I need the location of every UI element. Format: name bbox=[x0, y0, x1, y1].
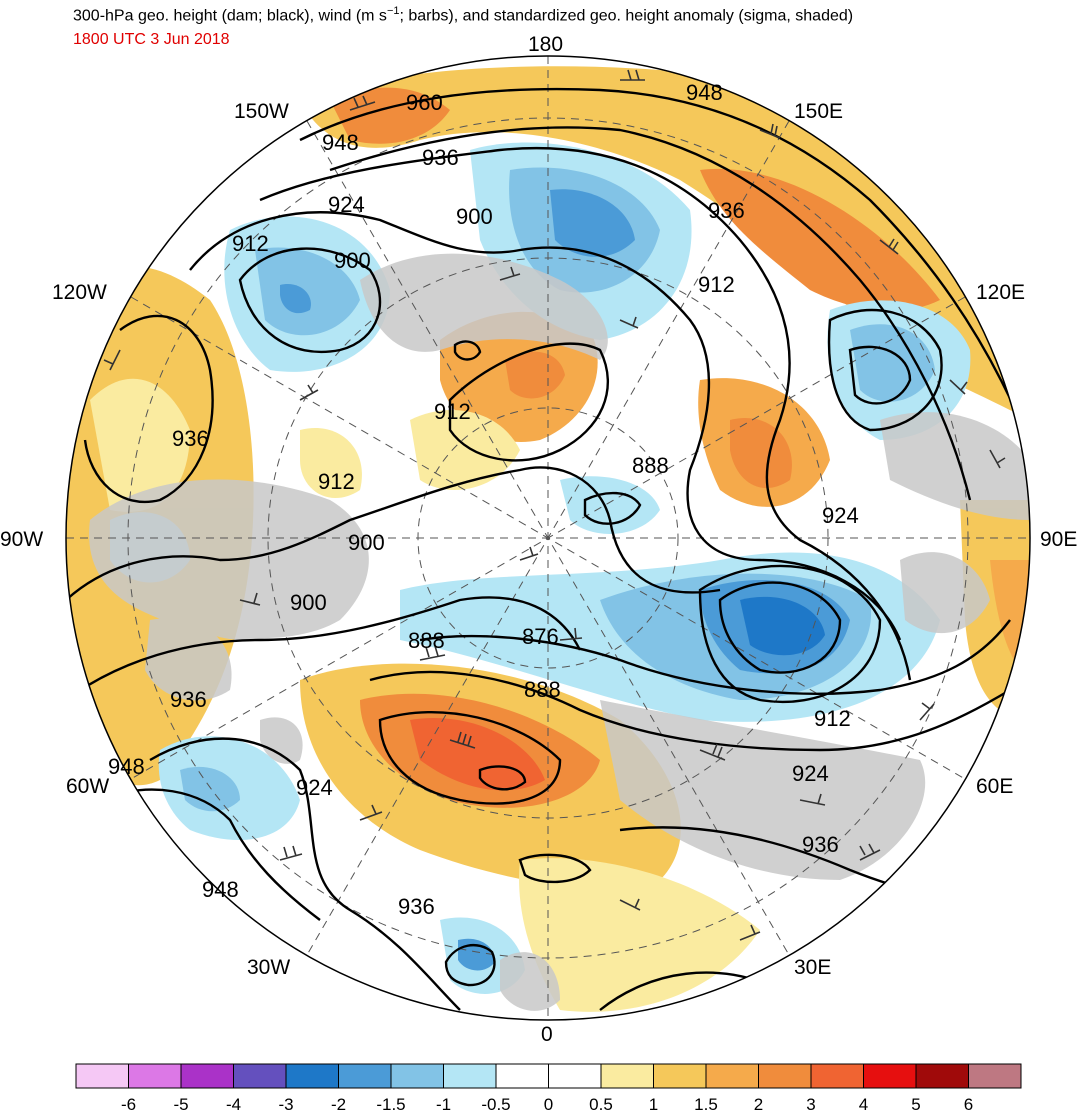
contour-label: 900 bbox=[348, 530, 385, 555]
lon-label-30w: 30W bbox=[247, 956, 290, 979]
colorbar-tick-label: -3 bbox=[278, 1095, 293, 1112]
contour-label: 936 bbox=[708, 198, 745, 223]
contour-label: 888 bbox=[632, 453, 669, 478]
colorbar-tick-label: 1 bbox=[649, 1095, 658, 1112]
colorbar-swatch bbox=[548, 1063, 602, 1089]
contour-label: 900 bbox=[290, 590, 327, 615]
colorbar-swatch bbox=[128, 1063, 182, 1089]
colorbar-swatch bbox=[600, 1063, 654, 1089]
colorbar-swatch bbox=[653, 1063, 707, 1089]
contour-label: 900 bbox=[456, 204, 493, 229]
lon-label-120w: 120W bbox=[52, 281, 107, 304]
contour-label: 936 bbox=[398, 894, 435, 919]
contour-label: 912 bbox=[698, 272, 735, 297]
contour-label: 936 bbox=[170, 687, 207, 712]
colorbar-swatch bbox=[390, 1063, 444, 1089]
colorbar-swatch bbox=[75, 1063, 129, 1089]
contour-label: 912 bbox=[232, 231, 269, 256]
colorbar-swatch bbox=[968, 1063, 1022, 1089]
colorbar-tick-label: -2 bbox=[331, 1095, 346, 1112]
contour-label: 948 bbox=[108, 754, 145, 779]
colorbar-tick-label: -4 bbox=[226, 1095, 241, 1112]
contour-label: 948 bbox=[322, 130, 359, 155]
colorbar-swatch bbox=[495, 1063, 549, 1089]
lon-label-90e: 90E bbox=[1040, 528, 1077, 551]
contour-label: 936 bbox=[172, 426, 209, 451]
contour-label: 936 bbox=[802, 832, 839, 857]
contour-label: 948 bbox=[202, 877, 239, 902]
contour-label: 912 bbox=[318, 469, 355, 494]
lon-label-60e: 60E bbox=[976, 775, 1013, 798]
colorbar-swatch bbox=[338, 1063, 392, 1089]
colorbar-tick-label: 2 bbox=[754, 1095, 763, 1112]
contour-label: 936 bbox=[422, 145, 459, 170]
title-exponent: −1 bbox=[386, 5, 400, 17]
contour-label: 876 bbox=[522, 624, 559, 649]
height-contours bbox=[66, 87, 1022, 1011]
lon-label-150e: 150E bbox=[794, 100, 843, 123]
contour-label: 924 bbox=[822, 503, 859, 528]
colorbar-tick-label: 0.5 bbox=[589, 1095, 613, 1112]
title-suffix: ; barbs), and standardized geo. height a… bbox=[399, 7, 854, 25]
colorbar-tick-label: 0 bbox=[544, 1095, 553, 1112]
graticule bbox=[66, 56, 1030, 1020]
colorbar-tick-label: -1.5 bbox=[376, 1095, 405, 1112]
colorbar: -6 -5 -4 -3 -2 -1.5 -1 -0.5 0 0.5 1 1.5 2 3 4 5 6 bbox=[75, 1063, 1022, 1112]
lon-label-180: 180 bbox=[528, 33, 563, 56]
contour-label: 912 bbox=[434, 399, 471, 424]
colorbar-tick-label: -6 bbox=[121, 1095, 136, 1112]
colorbar-tick-label: 5 bbox=[911, 1095, 920, 1112]
map-boundary bbox=[65, 55, 1031, 1021]
contour-label: 924 bbox=[328, 192, 365, 217]
lon-label-90w: 90W bbox=[0, 528, 43, 551]
lon-label-150w: 150W bbox=[234, 100, 289, 123]
lon-label-30e: 30E bbox=[794, 956, 831, 979]
colorbar-swatch bbox=[758, 1063, 812, 1089]
colorbar-swatch bbox=[705, 1063, 759, 1089]
contour-label: 960 bbox=[406, 90, 443, 115]
contour-label: 948 bbox=[686, 80, 723, 105]
colorbar-tick-label: -1 bbox=[436, 1095, 451, 1112]
colorbar-swatch bbox=[863, 1063, 917, 1089]
colorbar-tick-label: -5 bbox=[173, 1095, 188, 1112]
contour-label: 924 bbox=[792, 761, 829, 786]
colorbar-tick-label: 4 bbox=[859, 1095, 868, 1112]
contour-label: 888 bbox=[408, 628, 445, 653]
longitude-labels: 180 150E 120E 90E 60E 30E 0 30W 60W 90W … bbox=[0, 33, 1077, 1046]
colorbar-swatch bbox=[180, 1063, 234, 1089]
colorbar-tick-label: -0.5 bbox=[481, 1095, 510, 1112]
colorbar-swatch bbox=[443, 1063, 497, 1089]
land-masses bbox=[89, 253, 1030, 1011]
lon-label-60w: 60W bbox=[66, 775, 109, 798]
contour-label: 900 bbox=[334, 248, 371, 273]
contour-label: 912 bbox=[814, 706, 851, 731]
colorbar-swatch bbox=[285, 1063, 339, 1089]
lon-label-120e: 120E bbox=[976, 281, 1025, 304]
contour-label: 924 bbox=[296, 775, 333, 800]
colorbar-tick-label: 1.5 bbox=[694, 1095, 718, 1112]
chart-title: 300-hPa geo. height (dam; black), wind (… bbox=[73, 5, 853, 25]
colorbar-swatch bbox=[810, 1063, 864, 1089]
wind-barbs bbox=[103, 69, 1006, 941]
colorbar-tick-label: 6 bbox=[964, 1095, 973, 1112]
colorbar-tick-label: 3 bbox=[806, 1095, 815, 1112]
colorbar-swatch bbox=[233, 1063, 287, 1089]
contour-labels: 960 948 948 936 924 900 936 912 900 912 … bbox=[108, 80, 859, 919]
lon-label-0: 0 bbox=[541, 1023, 553, 1046]
title-prefix: 300-hPa geo. height (dam; black), wind (… bbox=[73, 7, 387, 25]
valid-time-label: 1800 UTC 3 Jun 2018 bbox=[73, 31, 230, 48]
contour-label: 888 bbox=[524, 677, 561, 702]
colorbar-swatch bbox=[915, 1063, 969, 1089]
